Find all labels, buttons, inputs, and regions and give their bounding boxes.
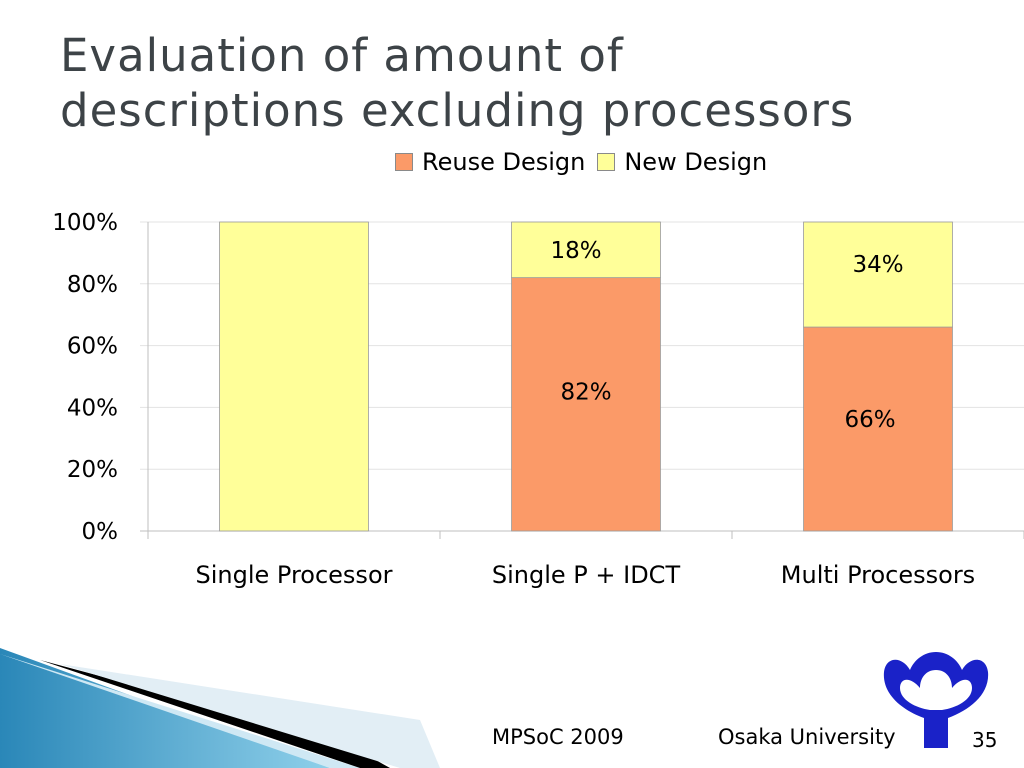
slide-title: Evaluation of amount of descriptions exc… [60, 28, 1000, 138]
legend-item-reuse: Reuse Design [395, 148, 585, 176]
y-tick-label: 40% [67, 395, 118, 421]
osaka-university-logo [883, 652, 989, 748]
legend-label-reuse: Reuse Design [422, 148, 586, 176]
data-label: 18% [550, 238, 601, 264]
stacked-bar-chart: 0% 20% 40% 60% 80% 100% Single Processor 82% 18%… [52, 210, 1024, 589]
footer-conference: MPSoC 2009 [492, 725, 624, 749]
page-number: 35 [972, 728, 998, 752]
data-label: 34% [852, 252, 903, 278]
legend-swatch-new [597, 153, 616, 171]
bar-segment [803, 221, 953, 328]
x-category-label: Multi Processors [781, 561, 975, 589]
slide-corner-decoration [0, 648, 440, 768]
x-category-label: Single P + IDCT [492, 561, 681, 589]
bar-segment [803, 326, 953, 532]
y-tick-label: 80% [67, 272, 118, 298]
y-tick-label: 60% [67, 334, 118, 360]
y-tick-label: 0% [82, 519, 119, 545]
legend-label-new: New Design [624, 148, 768, 176]
y-tick-label: 100% [52, 210, 118, 236]
legend-swatch-reuse [395, 153, 413, 171]
bar-segment [511, 221, 661, 279]
y-tick-label: 20% [67, 457, 118, 483]
legend-item-new: New Design [597, 148, 767, 176]
x-category-label: Single Processor [195, 561, 392, 589]
chart-legend: Reuse Design New Design [395, 148, 779, 176]
data-label: 66% [844, 407, 895, 433]
data-label: 82% [560, 380, 611, 406]
footer-organization: Osaka University [718, 725, 896, 749]
bar-segment [219, 221, 369, 532]
title-line-1: Evaluation of amount of [60, 29, 624, 82]
title-line-2: descriptions excluding processors [60, 84, 855, 137]
